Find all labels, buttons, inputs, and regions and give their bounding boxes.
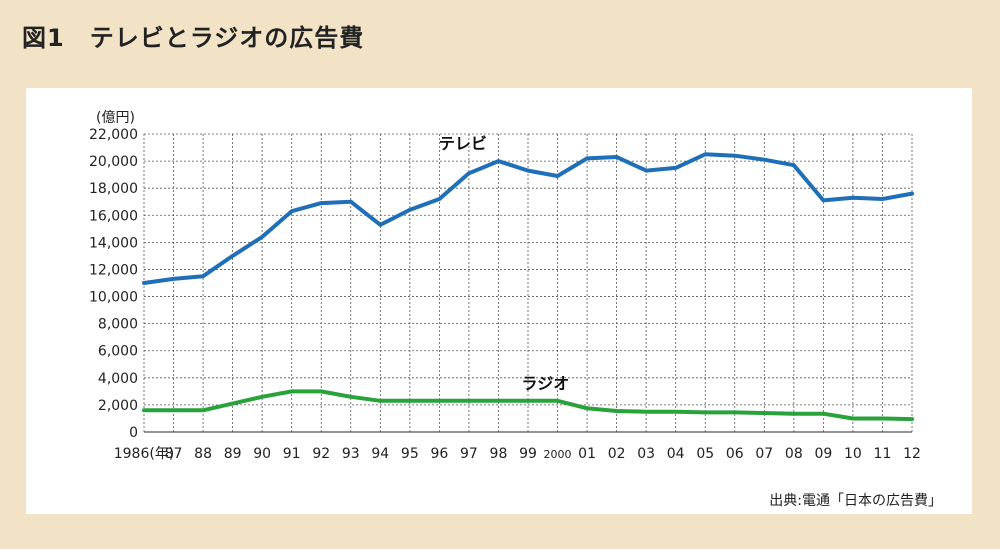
x-tick-label: 08 (785, 446, 803, 462)
radio-series-label: ラジオ (522, 374, 570, 393)
x-tick-label: 99 (519, 446, 537, 462)
x-tick-label: 90 (253, 446, 271, 462)
x-tick-label: 02 (608, 446, 626, 462)
y-tick-label: 12,000 (89, 262, 138, 278)
x-tick-label: 96 (430, 446, 448, 462)
x-tick-label: 12 (903, 446, 921, 462)
y-tick-label: 8,000 (98, 317, 138, 333)
figure-title: 図1 テレビとラジオの広告費 (22, 24, 365, 52)
x-tick-label: 91 (283, 446, 301, 462)
y-tick-label: 10,000 (89, 290, 138, 306)
x-tick-label: 95 (401, 446, 419, 462)
x-tick-label: 93 (342, 446, 360, 462)
y-tick-label: 16,000 (89, 208, 138, 224)
x-tick-label: 04 (667, 446, 685, 462)
x-tick-label: 94 (371, 446, 389, 462)
x-axis: 1986(年)87 88 89 90 91 92 93 94 95 96 97 98 99 2000 01 0… (114, 446, 921, 462)
y-tick-label: 4,000 (98, 371, 138, 387)
y-tick-label: 2,000 (98, 398, 138, 414)
x-tick-label: 07 (755, 446, 773, 462)
x-tick-label: 09 (814, 446, 832, 462)
x-tick-label: 89 (224, 446, 242, 462)
y-tick-label: 18,000 (89, 181, 138, 197)
tv-series-label: テレビ (439, 134, 487, 153)
y-tick-label: 20,000 (89, 154, 138, 170)
source-note: 出典:電通「日本の広告費」 (769, 493, 942, 509)
x-tick-label: 97 (460, 446, 478, 462)
y-tick-label: 6,000 (98, 344, 138, 360)
x-tick-label: 03 (637, 446, 655, 462)
x-tick-label: 06 (726, 446, 744, 462)
x-tick-label: 01 (578, 446, 596, 462)
series-lines (142, 152, 914, 422)
line-chart: 0 2,000 4,000 6,000 8,000 10,000 12,000 14,000 1… (89, 110, 921, 462)
x-tick-label: 88 (194, 446, 212, 462)
x-tick-label: 11 (874, 446, 892, 462)
x-tick-label: 92 (312, 446, 330, 462)
chart-panel: 0 2,000 4,000 6,000 8,000 10,000 12,000 14,000 1… (26, 88, 972, 514)
x-tick-label: 98 (490, 446, 508, 462)
y-tick-label: 0 (129, 425, 138, 441)
x-tick-label: 2000 (544, 448, 572, 461)
y-axis: 0 2,000 4,000 6,000 8,000 10,000 12,000 14,000 1… (89, 127, 138, 441)
y-tick-label: 22,000 (89, 127, 138, 143)
radio-series-line (142, 389, 914, 422)
y-axis-unit-label: (億円) (96, 110, 135, 126)
x-tick-label: 05 (696, 446, 714, 462)
x-tick-label: 1986(年) (114, 446, 175, 462)
x-tick-label: 10 (844, 446, 862, 462)
x-tick-label: 87 (165, 446, 183, 462)
y-tick-label: 14,000 (89, 235, 138, 251)
tv-series-line (142, 152, 914, 285)
